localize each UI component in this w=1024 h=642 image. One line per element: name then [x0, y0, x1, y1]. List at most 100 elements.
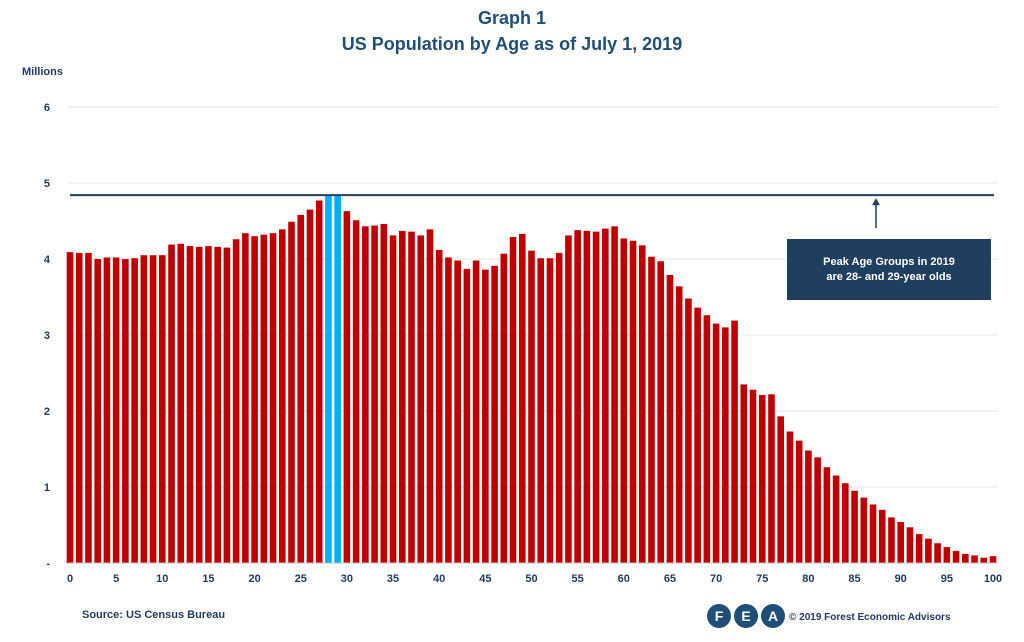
logo-letter-a: A	[761, 604, 785, 628]
bar	[869, 504, 877, 563]
y-tick-label: 3	[44, 330, 50, 342]
bar	[159, 255, 166, 563]
bar	[648, 256, 655, 563]
peak-callout: Peak Age Groups in 2019 are 28- and 29-y…	[787, 239, 991, 300]
bar	[103, 257, 111, 563]
bar	[445, 257, 452, 563]
bar	[943, 547, 951, 563]
bar	[851, 490, 858, 563]
bar	[546, 258, 554, 563]
bar	[537, 258, 545, 563]
bar	[795, 440, 803, 563]
bar	[186, 246, 194, 563]
source-note: Source: US Census Bureau	[82, 609, 226, 621]
chart-subtitle: US Population by Age as of July 1, 2019	[341, 34, 683, 54]
bar	[740, 384, 748, 563]
y-tick-label: 1	[44, 482, 50, 494]
bar	[398, 230, 406, 563]
bar	[149, 255, 157, 563]
bar	[915, 534, 923, 563]
bar	[491, 265, 498, 563]
bar	[122, 259, 129, 563]
bar-highlight	[325, 195, 332, 563]
bar	[242, 233, 249, 563]
bar	[195, 246, 203, 563]
x-tick-label: 60	[618, 573, 630, 585]
bar	[297, 214, 305, 564]
fea-logo: F E A	[707, 604, 785, 628]
bar	[657, 261, 665, 563]
bar	[140, 255, 148, 563]
bar	[214, 246, 221, 563]
bar	[509, 236, 517, 563]
x-tick-label: 100	[984, 573, 1002, 585]
x-tick-label: 10	[156, 573, 168, 585]
bar	[472, 260, 480, 563]
x-tick-label: 45	[479, 573, 491, 585]
bar	[112, 257, 120, 563]
bar	[518, 233, 526, 564]
bar	[703, 315, 711, 563]
x-tick-label: 75	[756, 573, 768, 585]
bar	[897, 521, 904, 563]
bar	[832, 475, 840, 563]
bar	[528, 250, 535, 563]
bar	[417, 235, 425, 563]
bar	[205, 246, 212, 563]
bar	[971, 555, 978, 563]
bar	[362, 226, 369, 563]
bar	[888, 517, 895, 563]
bar	[583, 230, 591, 563]
bar	[860, 497, 868, 563]
x-tick-label: 55	[572, 573, 584, 585]
bar	[260, 234, 268, 563]
bar	[75, 252, 83, 564]
logo-letter-f: F	[707, 604, 731, 628]
bar	[934, 543, 941, 563]
bar	[749, 389, 757, 563]
logo-letter-e: E	[734, 604, 758, 628]
bar	[500, 253, 508, 563]
x-tick-label: 70	[710, 573, 722, 585]
x-tick-label: 95	[941, 573, 953, 585]
bar	[989, 556, 997, 563]
x-tick-label: 35	[387, 573, 399, 585]
y-axis-unit-label: Millions	[22, 66, 63, 78]
bar	[685, 298, 692, 563]
bar	[315, 200, 323, 564]
bar	[288, 221, 295, 563]
x-tick-label: 25	[295, 573, 307, 585]
y-tick-label: -	[46, 558, 50, 570]
bar	[592, 231, 600, 563]
x-tick-label: 30	[341, 573, 353, 585]
bar	[694, 307, 701, 563]
bar	[980, 557, 988, 563]
x-tick-label: 20	[248, 573, 260, 585]
bar	[251, 236, 258, 563]
bar	[814, 457, 821, 563]
bar	[768, 394, 775, 563]
bar	[168, 244, 175, 563]
y-tick-label: 6	[44, 102, 50, 114]
bar	[758, 395, 766, 563]
bar	[85, 252, 92, 564]
bar	[878, 509, 886, 563]
bar	[638, 245, 646, 563]
y-tick-label: 4	[44, 254, 51, 266]
x-tick-label: 0	[67, 573, 73, 585]
bar	[223, 247, 231, 563]
bar	[962, 553, 969, 563]
bar	[435, 249, 443, 563]
callout-arrow-head	[872, 198, 880, 206]
bar	[565, 235, 572, 563]
bar	[925, 538, 932, 563]
bar	[426, 229, 434, 564]
bar	[666, 274, 674, 563]
x-tick-label: 90	[895, 573, 907, 585]
bar	[731, 320, 738, 563]
bar	[786, 431, 794, 563]
callout-line-2: are 28- and 29-year olds	[826, 270, 952, 283]
callout-line-1: Peak Age Groups in 2019	[823, 255, 955, 268]
copyright-note: © 2019 Forest Economic Advisors	[789, 612, 951, 623]
bar	[380, 224, 388, 564]
